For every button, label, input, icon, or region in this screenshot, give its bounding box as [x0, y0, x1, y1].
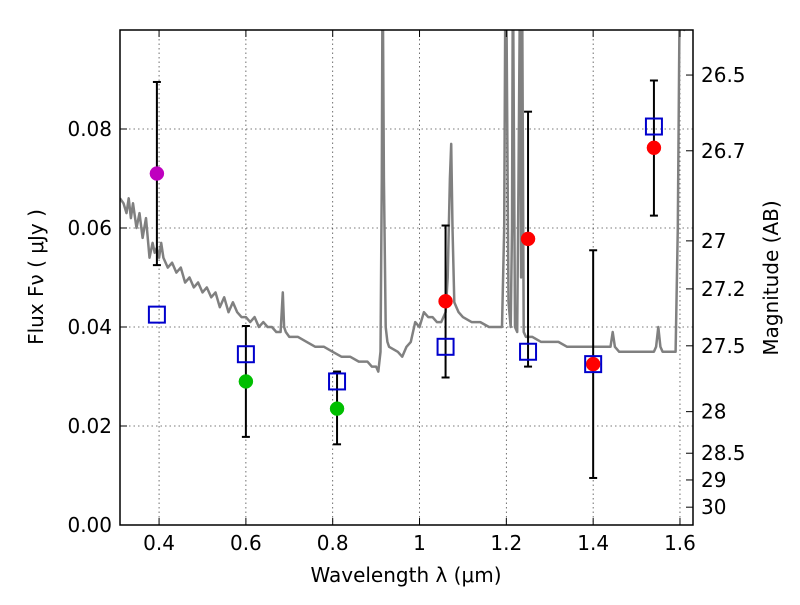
data-point [585, 356, 601, 372]
x-tick-label: 1.6 [664, 531, 696, 555]
right-axis-label: Magnitude (AB) [759, 200, 783, 355]
data-point [329, 401, 345, 416]
x-axis-label: Wavelength λ (μm) [310, 563, 501, 587]
data-point [149, 166, 165, 181]
axis-ticks: 0.4 0.6 0.8 1 1.2 1.4 1.6 0.00 0.02 0.04 0.06 0.08 2… [67, 30, 746, 555]
right-tick-label: 28.5 [701, 441, 746, 465]
right-tick-label: 27.2 [701, 277, 746, 301]
x-tick-label: 1 [413, 531, 426, 555]
y-axis-label: Flux Fν ( μJy ) [24, 209, 48, 345]
right-tick-label: 30 [701, 495, 726, 519]
model-point [147, 305, 166, 324]
right-tick-label: 27 [701, 229, 726, 253]
y-tick-label: 0.04 [67, 315, 112, 339]
x-tick-label: 0.8 [317, 531, 349, 555]
grid [120, 30, 693, 525]
plot-frame [119, 29, 694, 526]
data-point [520, 231, 536, 247]
model-point [436, 337, 455, 356]
right-tick-label: 28 [701, 400, 726, 424]
data-point [238, 374, 254, 389]
y-tick-label: 0.06 [67, 216, 112, 240]
y-tick-label: 0.02 [67, 414, 112, 438]
right-tick-label: 27.5 [701, 334, 746, 358]
x-tick-label: 1.4 [577, 531, 609, 555]
model-point [236, 345, 255, 364]
model-point [584, 355, 603, 374]
y-tick-label: 0.08 [67, 117, 112, 141]
model-point [644, 117, 663, 136]
data-point [438, 294, 453, 309]
x-tick-label: 0.4 [143, 531, 175, 555]
right-tick-label: 26.5 [701, 63, 746, 87]
x-tick-label: 1.2 [490, 531, 522, 555]
right-tick-label: 29 [701, 468, 726, 492]
plot-area [120, 30, 686, 479]
model-point [519, 342, 538, 361]
x-tick-label: 0.6 [230, 531, 262, 555]
model-point [328, 372, 347, 391]
y-tick-label: 0.00 [67, 513, 112, 537]
right-tick-label: 26.7 [701, 139, 746, 163]
data-point [646, 140, 662, 156]
spectrum-line [120, 30, 686, 373]
